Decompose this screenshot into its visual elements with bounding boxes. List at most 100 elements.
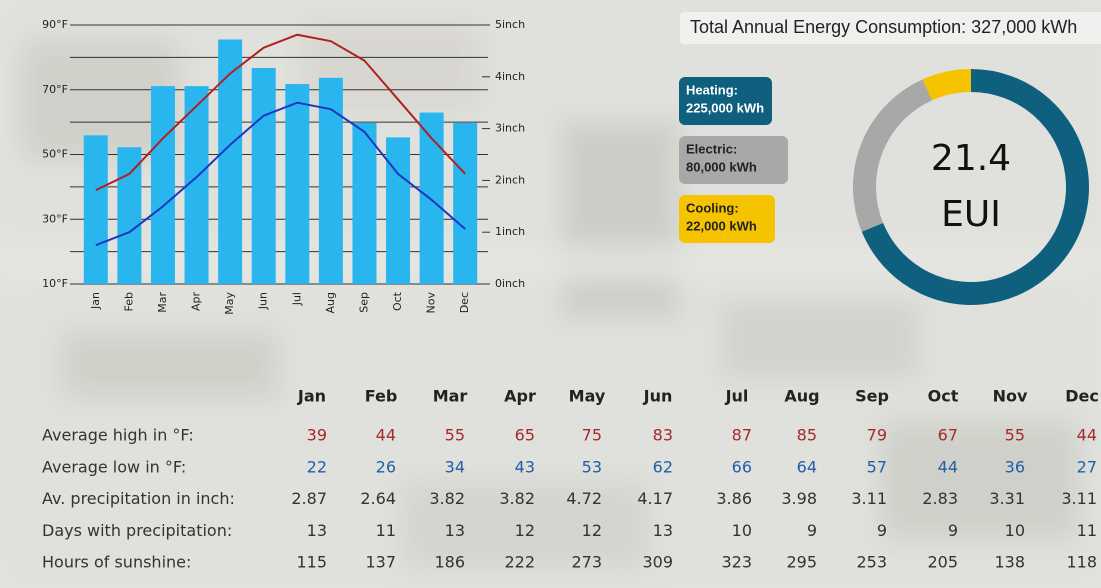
legend-value: 225,000 kWh (686, 100, 764, 115)
table-cell: 11 (376, 521, 396, 540)
table-cell: 11 (1077, 521, 1097, 540)
center-value: 21.4 (931, 138, 1011, 179)
legend-label: Electric: (686, 141, 737, 156)
legend-label: Cooling: (686, 200, 739, 215)
legend-value: 80,000 kWh (686, 159, 757, 174)
table-cell: 2.64 (360, 489, 396, 508)
table-cell: 3.11 (851, 489, 887, 508)
legend-box (679, 77, 772, 125)
y-tick-label: 50°F (42, 148, 68, 161)
bar (453, 122, 478, 284)
legend: Heating: 225,000 kWh Electric: 80,000 kWh Co… (679, 77, 788, 243)
table-cell: 87 (732, 426, 752, 445)
donut-title: Total Annual Energy Consumption: 327,000… (690, 17, 1077, 37)
bar (386, 137, 411, 284)
y2-tick-label: 1inch (495, 225, 525, 238)
table-cell: 34 (445, 457, 465, 476)
table-cell: 12 (582, 521, 602, 540)
table-header: Mar (433, 387, 468, 406)
table-cell: 186 (434, 553, 465, 572)
table-cell: 64 (797, 457, 817, 476)
table-header: Feb (365, 387, 398, 406)
table-cell: 12 (515, 521, 535, 540)
y2-tick-label: 3inch (495, 122, 525, 135)
table-cell: 44 (1077, 426, 1097, 445)
y2-tick-label: 4inch (495, 70, 525, 83)
table-cell: 13 (653, 521, 673, 540)
table-header: Apr (504, 387, 536, 406)
combo-chart: 10°F 30°F 50°F 70°F 90°F 0inch 1inch 2inch 3inch… (42, 18, 525, 315)
x-tick-label: Jul (290, 292, 303, 306)
table-cell: 115 (296, 553, 327, 572)
table-cell: 26 (376, 457, 396, 476)
table-cell: 83 (653, 426, 673, 445)
x-tick-label: Oct (391, 291, 404, 311)
y-tick-label: 90°F (42, 18, 68, 31)
center-label: EUI (941, 194, 1001, 235)
table-cell: 3.86 (716, 489, 752, 508)
row-label: Days with precipitation: (42, 521, 232, 540)
table-cell: 39 (307, 426, 327, 445)
row-label: Av. precipitation in inch: (42, 489, 235, 508)
table-cell: 205 (927, 553, 958, 572)
table-cell: 65 (515, 426, 535, 445)
table-cell: 3.82 (429, 489, 465, 508)
table-cell: 13 (307, 521, 327, 540)
climate-table: Jan Feb Mar Apr May Jun Jul Aug Sep Oct Nov Dec Aver… (42, 387, 1099, 572)
table-cell: 4.72 (566, 489, 602, 508)
table-cell: 67 (938, 426, 958, 445)
table-header: Dec (1065, 387, 1099, 406)
table-cell: 3.31 (989, 489, 1025, 508)
table-cell: 3.11 (1061, 489, 1097, 508)
bar (83, 135, 108, 284)
table-cell: 137 (365, 553, 396, 572)
y-tick-label: 10°F (42, 277, 68, 290)
x-tick-label: Jun (257, 292, 270, 310)
table-cell: 44 (376, 426, 396, 445)
table-cell: 62 (653, 457, 673, 476)
table-cell: 79 (867, 426, 887, 445)
legend-box (679, 195, 775, 243)
table-header: Jul (725, 387, 749, 406)
donut-chart: 21.4 EUI (853, 69, 1089, 305)
line-series (95, 101, 466, 247)
legend-value: 22,000 kWh (686, 218, 757, 233)
bar (251, 67, 276, 284)
table-header: Nov (993, 387, 1028, 406)
table-cell: 118 (1066, 553, 1097, 572)
row-label: Average high in °F: (42, 426, 194, 445)
bar (285, 84, 310, 284)
table-header: Jun (643, 387, 673, 406)
y-tick-label: 70°F (42, 83, 68, 96)
table-cell: 13 (445, 521, 465, 540)
table-cell: 36 (1005, 457, 1025, 476)
table-cell: 85 (797, 426, 817, 445)
table-cell: 295 (786, 553, 817, 572)
table-cell: 57 (867, 457, 887, 476)
title-box (680, 12, 1101, 44)
row-label: Average low in °F: (42, 457, 186, 476)
table-cell: 9 (877, 521, 887, 540)
donut-segment (861, 69, 1089, 305)
legend-box (679, 136, 788, 184)
table-cell: 3.98 (781, 489, 817, 508)
table-cell: 44 (938, 457, 958, 476)
bar (419, 112, 444, 285)
table-cell: 27 (1077, 457, 1097, 476)
bar (352, 122, 377, 284)
x-tick-label: Jan (89, 292, 102, 310)
x-tick-label: Dec (458, 292, 471, 313)
table-cell: 9 (807, 521, 817, 540)
table-header: Oct (928, 387, 959, 406)
x-tick-label: May (223, 292, 236, 315)
bar (318, 77, 343, 284)
table-cell: 309 (642, 553, 673, 572)
y2-tick-label: 0inch (495, 277, 525, 290)
x-tick-label: Nov (425, 292, 438, 314)
bar (150, 86, 175, 285)
table-header: Sep (855, 387, 889, 406)
legend-label: Heating: (686, 82, 738, 97)
x-tick-label: Aug (324, 292, 337, 313)
table-cell: 138 (994, 553, 1025, 572)
